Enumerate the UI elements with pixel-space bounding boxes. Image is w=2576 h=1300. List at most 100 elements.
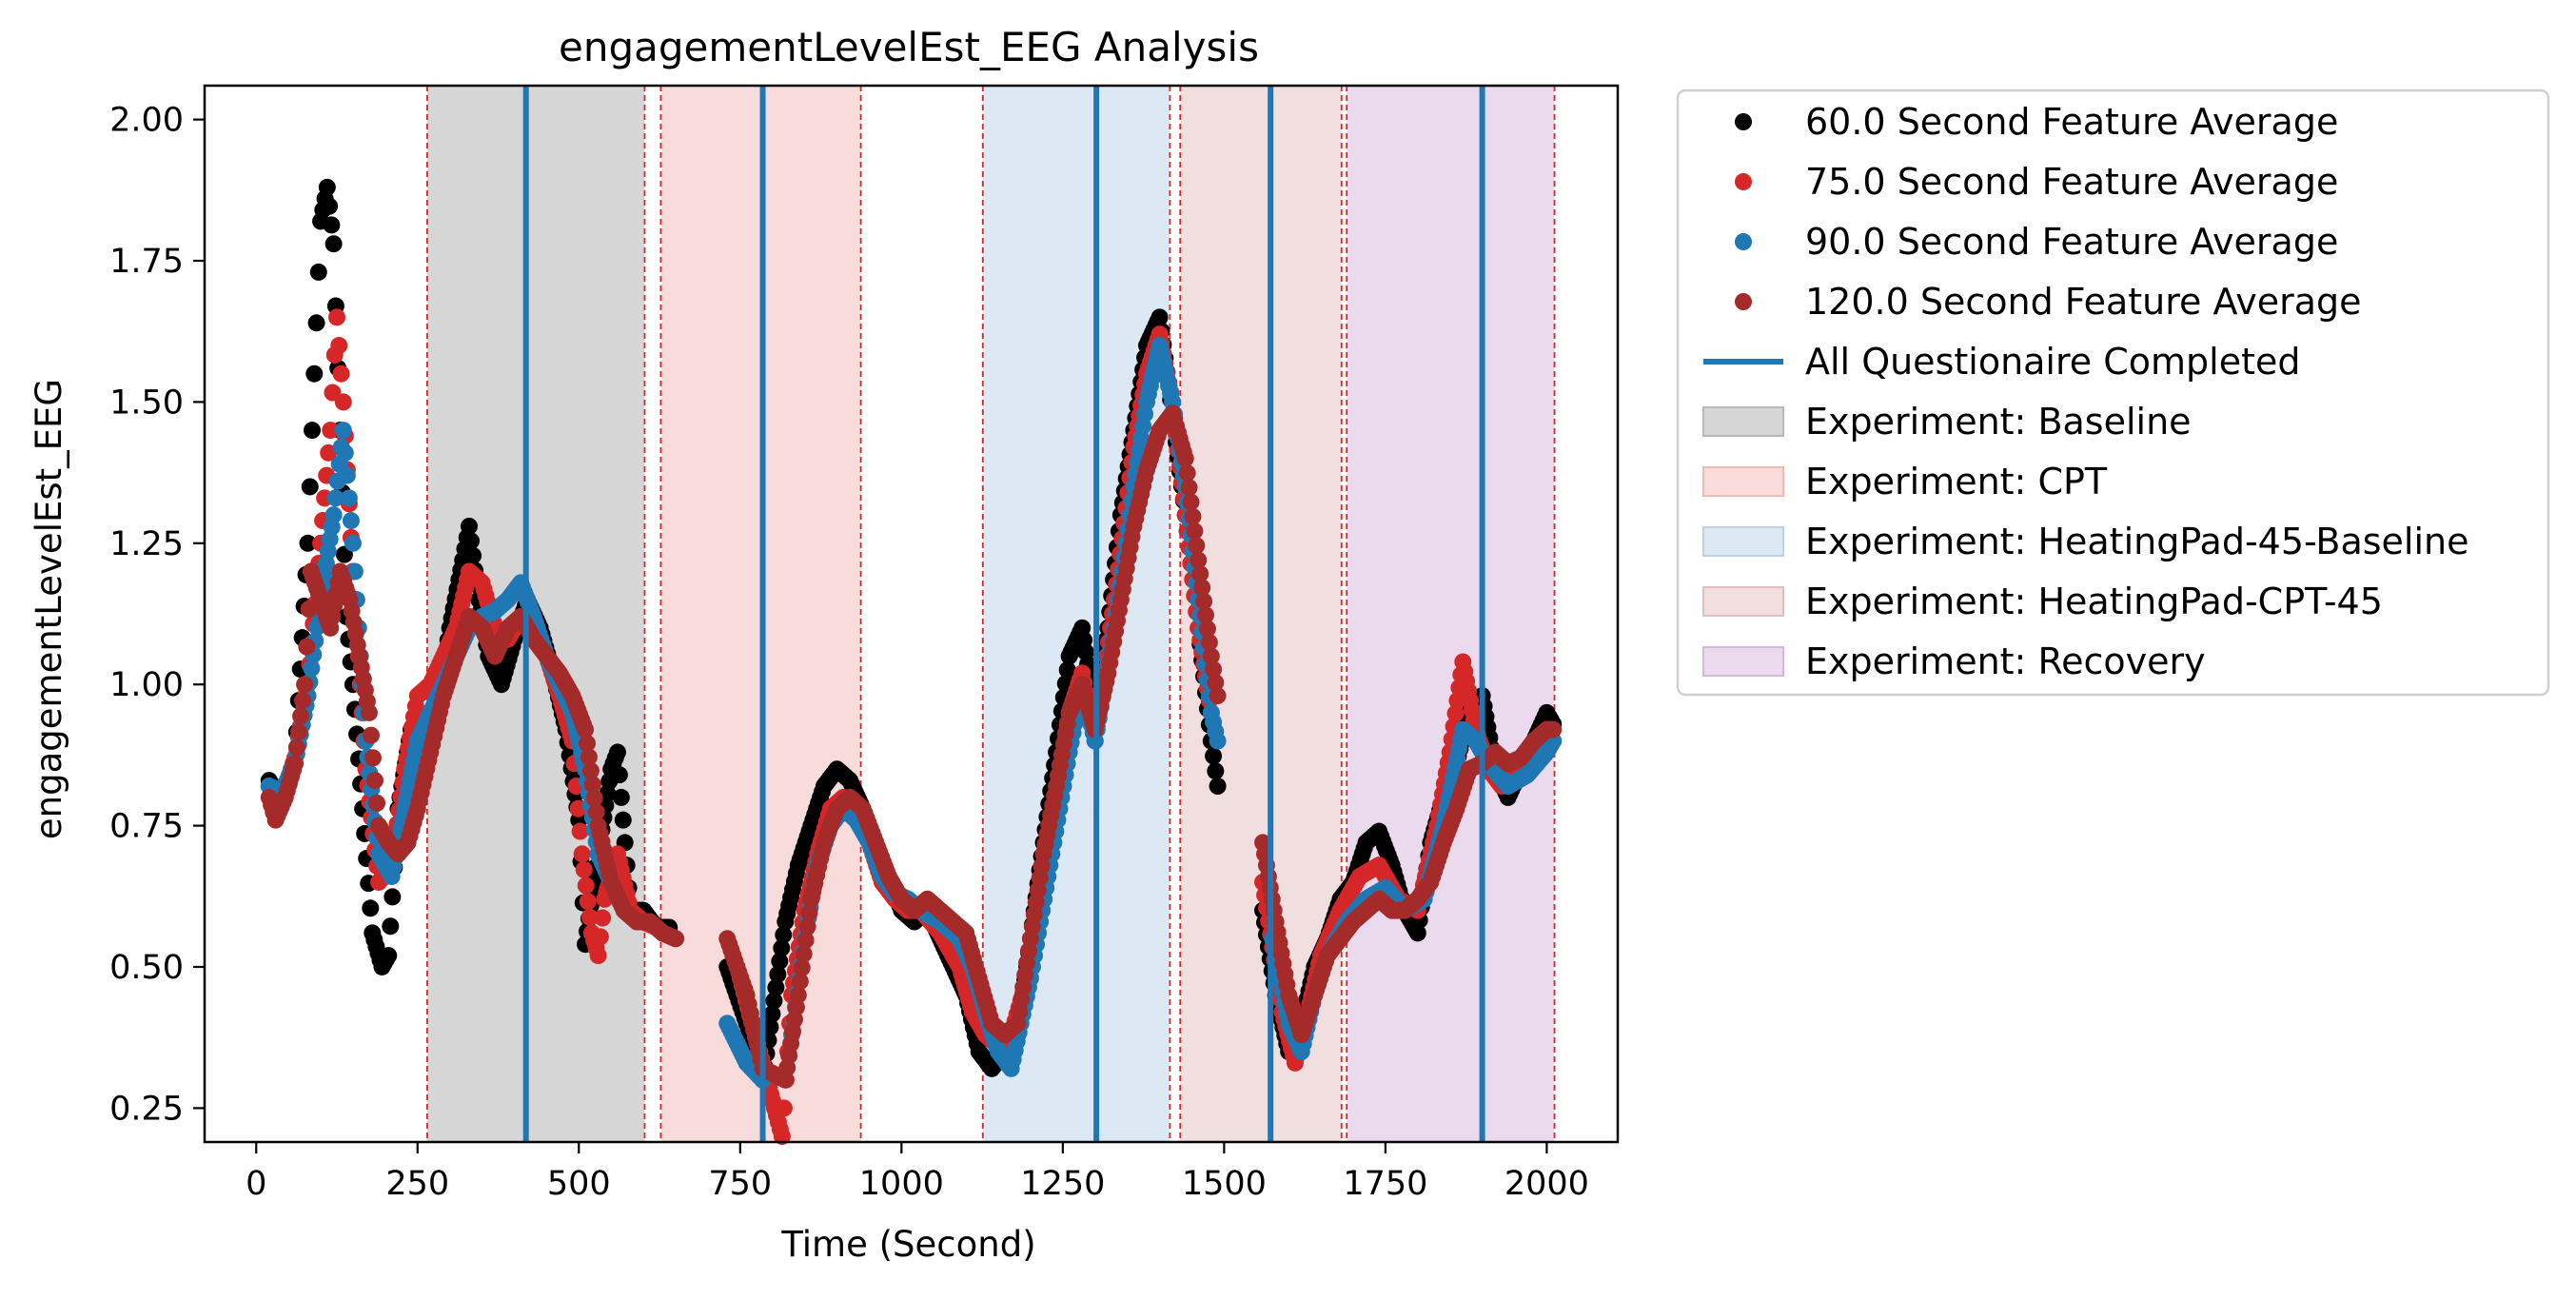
series-1-point [575,860,593,878]
experiment-spans [426,86,1555,1142]
series-2-point [338,466,356,484]
series-0-point [301,478,319,496]
legend-marker [1735,233,1752,250]
series-3-point [296,676,314,694]
series-0-point [771,953,789,971]
series-2-point [336,443,354,462]
series-3-point [579,735,597,753]
series-0-point [362,899,380,917]
series-3-point [368,794,386,812]
series-1-point [591,928,609,946]
series-1-point [571,822,589,840]
series-2-point [1209,732,1227,750]
series-3-point [1188,537,1206,555]
series-3-point [789,986,807,1004]
series-3-point [285,755,304,773]
legend-entry-label: Experiment: Baseline [1805,401,2192,443]
x-tick-label: 1750 [1343,1165,1427,1203]
series-0-point [382,917,400,936]
series-0-point [769,965,787,983]
series-0-point [608,743,626,761]
series-1-point [330,337,348,355]
legend-span-swatch [1702,586,1784,617]
legend-entry-label: Experiment: CPT [1805,461,2108,502]
y-tick-label: 2.00 [109,102,184,140]
x-tick-label: 500 [547,1165,611,1203]
legend-marker [1735,293,1752,310]
series-0-point [461,517,479,535]
series-1-point [332,364,350,383]
series-3-point [1198,620,1216,638]
series-0-point [318,178,336,196]
chart-legend: 60.0 Second Feature Average 75.0 Second F… [1676,89,2550,697]
series-3-point [287,739,305,757]
series-3-point [292,707,310,725]
series-0-point [612,788,630,806]
series-3-point [793,958,811,976]
series-1-point [580,908,599,926]
series-3-point [1190,551,1208,569]
series-3-points [260,404,1563,1089]
series-3-point [1180,479,1198,497]
legend-entry-label: 120.0 Second Feature Average [1805,281,2362,323]
series-3-point [366,772,384,790]
legend-entry-label: Experiment: HeatingPad-45-Baseline [1805,521,2469,562]
x-tick-label: 750 [708,1165,772,1203]
series-3-point [667,930,684,948]
legend-entry-label: 60.0 Second Feature Average [1805,101,2338,143]
series-3-point [1205,660,1223,679]
series-2-point [303,660,321,678]
scatter-points [260,178,1563,1146]
x-tick-label: 2000 [1504,1165,1589,1203]
series-1-point [577,877,595,895]
series-1-point [589,947,607,965]
series-3-point [294,691,312,709]
series-0-point [765,992,783,1010]
series-3-point [364,749,382,767]
x-axis-ticks: 0 250 500 750 1000 1250 1500 1750 2000 [246,1142,1589,1203]
series-3-point [298,638,316,656]
series-1-point [579,893,597,911]
legend-span-swatch [1702,526,1784,557]
series-0-point [323,216,341,234]
legend-span-swatch [1702,646,1784,677]
legend-entry-label: Experiment: HeatingPad-CPT-45 [1805,581,2383,622]
series-0-point [767,978,785,996]
series-0-point [773,939,791,957]
x-tick-label: 1250 [1020,1165,1105,1203]
legend-span-swatch [1702,406,1784,437]
series-1-point [773,1128,791,1146]
series-2-point [334,422,352,440]
series-3-point [585,789,603,807]
series-2-point [345,562,364,581]
series-1-point [320,443,338,462]
series-3-point [587,803,605,821]
series-2-point [344,534,362,552]
series-2-point [342,512,360,530]
series-3-point [1200,634,1218,652]
series-3-point [796,932,815,950]
y-tick-label: 0.25 [109,1090,184,1128]
legend-marker [1735,173,1752,190]
legend-entry-label: Experiment: Recovery [1805,640,2206,682]
x-tick-label: 1500 [1182,1165,1267,1203]
series-0-point [775,926,793,944]
series-3-point [1202,647,1220,665]
series-0-point [462,532,481,550]
y-axis-ticks: 0.25 0.50 0.75 1.00 1.25 1.50 1.75 2.00 [109,102,205,1128]
series-1-point [328,308,346,326]
series-3-point [360,703,378,721]
series-3-point [1186,522,1204,541]
series-0-point [1150,308,1169,326]
series-0-point [464,546,482,564]
series-0-point [321,197,339,215]
series-0-point [305,364,324,383]
series-0-point [380,947,398,965]
plot-frame [203,84,1620,1144]
series-0-point [761,1018,779,1036]
series-3-point [1191,565,1209,583]
y-tick-label: 0.75 [109,808,184,846]
series-0-point [1058,660,1076,679]
